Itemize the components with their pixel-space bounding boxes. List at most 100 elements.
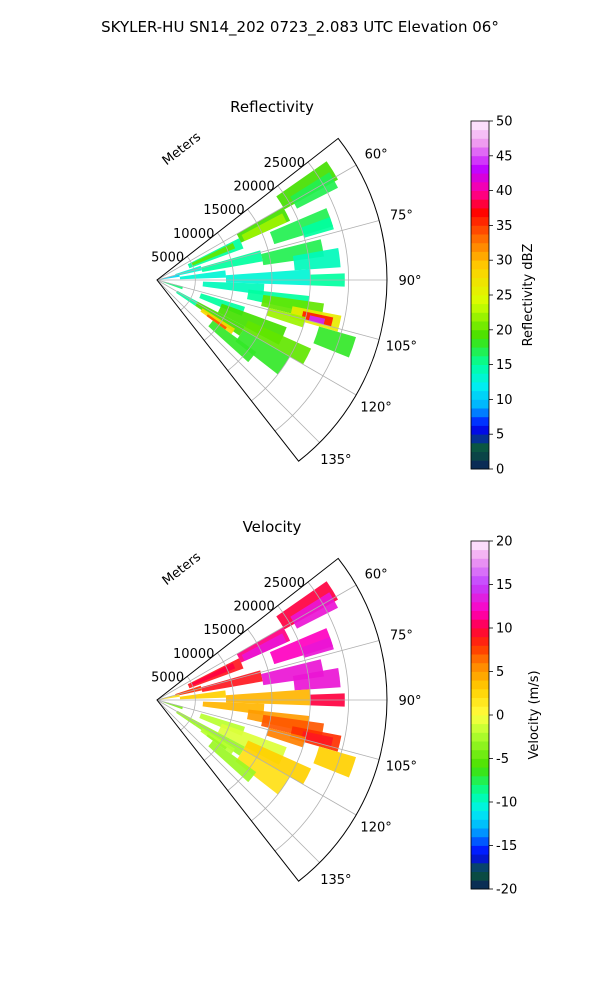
reflectivity-echo-cell [290,172,338,209]
reflectivity-range-ring [203,232,235,341]
reflectivity-echo-cell [301,217,334,238]
velocity-colorbar-segment [471,541,489,551]
reflectivity-colorbar-segment [471,216,489,226]
velocity-radial-label: Meters [160,550,204,589]
reflectivity-colorbar-tick-label: 0 [496,463,504,478]
reflectivity-panel: Reflectivity Meters 5000 10000 15000 20000 2… [151,98,536,478]
velocity-grid [156,581,387,863]
reflectivity-colorbar-segment [471,129,489,139]
velocity-colorbar: -20 -15 -10 -5 0 5 10 15 20 [470,535,517,898]
reflectivity-colorbar-segment [471,147,489,157]
reflectivity-echo-cell [269,208,333,245]
reflectivity-title: Reflectivity [230,98,314,116]
reflectivity-colorbar-segment [471,155,489,165]
velocity-colorbar-segment [471,654,489,664]
reflectivity-radial-tick-label: 20000 [233,180,274,195]
velocity-azimuth-spoke [156,699,357,816]
reflectivity-echo-cell [225,269,311,286]
reflectivity-azimuth-tick-label: 75° [390,209,413,224]
reflectivity-radial-ticks: 5000 10000 15000 20000 25000 [151,156,305,265]
velocity-azimuth-tick-label: 105° [386,760,417,775]
reflectivity-grid [156,161,387,443]
reflectivity-colorbar-tick-label: 40 [496,184,513,199]
reflectivity-colorbar-segment [471,312,489,322]
reflectivity-frame [156,137,388,462]
velocity-colorbar-segment [471,854,489,864]
reflectivity-echo-cell [179,270,226,280]
velocity-colorbar-tick-label: -15 [496,839,517,854]
reflectivity-colorbar-segment [471,199,489,209]
reflectivity-colorbar-segment [471,138,489,148]
velocity-azimuth-tick-label: 60° [365,568,388,583]
reflectivity-colorbar-segment [471,408,489,418]
velocity-echo-cell [179,690,226,700]
reflectivity-colorbar-segment [471,390,489,400]
reflectivity-echo-cell [313,326,356,358]
reflectivity-colorbar-segment [471,190,489,200]
reflectivity-colorbar-segment [471,425,489,435]
velocity-echo-cell [162,701,183,710]
reflectivity-radial-tick-label: 25000 [264,156,305,171]
reflectivity-echo-cell [308,315,326,325]
reflectivity-range-ring [274,161,349,432]
velocity-colorbar-segment [471,688,489,698]
reflectivity-colorbar-segment [471,181,489,191]
reflectivity-colorbar-segment [471,303,489,313]
velocity-colorbar-tick-label: 0 [496,709,504,724]
reflectivity-colorbar-segment [471,234,489,244]
reflectivity-colorbar-segment [471,451,489,461]
velocity-colorbar-tick-label: 5 [496,665,504,680]
velocity-azimuth-spoke [156,699,380,760]
reflectivity-colorbar-segment [471,434,489,444]
reflectivity-colorbar-tick-label: 20 [496,323,513,338]
velocity-radial-ticks: 5000 10000 15000 20000 25000 [151,576,305,685]
velocity-echo-cell [195,721,245,756]
velocity-azimuth-spoke [156,584,357,701]
velocity-echo-cell [225,689,311,706]
reflectivity-echo-cell [206,314,227,330]
reflectivity-colorbar-tick-label: 25 [496,289,513,304]
velocity-radial-tick-label: 5000 [151,670,184,685]
reflectivity-range-ring [251,185,311,402]
reflectivity-radial-tick-label: 15000 [203,203,244,218]
velocity-radial-tick-label: 15000 [203,623,244,638]
reflectivity-colorbar-segment [471,173,489,183]
reflectivity-colorbar-segment [471,295,489,305]
velocity-echo-cell [266,727,306,748]
velocity-echo-cell [235,749,290,795]
reflectivity-radial-tick-label: 5000 [151,250,184,265]
reflectivity-echo-cell [266,307,306,328]
velocity-colorbar-tick-label: -5 [496,752,509,767]
velocity-radial-tick-label: 25000 [264,576,305,591]
velocity-range-ring [180,676,196,731]
velocity-echo-cell [191,663,236,686]
reflectivity-colorbar-segment [471,442,489,452]
reflectivity-echo-cell [208,320,257,363]
velocity-colorbar-tick-label: 20 [496,535,513,550]
velocity-colorbar-segment [471,819,489,829]
velocity-echo-cell [160,694,180,700]
velocity-colorbar-segment [471,880,489,890]
reflectivity-echo-cell [162,281,183,290]
reflectivity-colorbar-segment [471,277,489,287]
reflectivity-colorbar-tick-label: 50 [496,115,513,130]
velocity-colorbar-segment [471,810,489,820]
velocity-frame [156,557,388,882]
velocity-colorbar-segment [471,619,489,629]
reflectivity-echo-cell [195,301,245,336]
reflectivity-colorbar-segment [471,164,489,174]
reflectivity-colorbar-segment [471,268,489,278]
velocity-echo-cell [206,734,227,750]
reflectivity-range-ring [180,256,196,311]
reflectivity-colorbar-tick-label: 45 [496,149,513,164]
velocity-sector-outline [156,557,388,882]
reflectivity-echo-cell [292,248,341,271]
velocity-echo-cell [269,628,333,665]
velocity-panel: Velocity Meters 5000 10000 15000 20000 25000… [151,518,542,898]
reflectivity-colorbar-segment [471,225,489,235]
reflectivity-azimuth-ticks: 60° 75° 90° 105° 120° 135° [320,148,421,468]
velocity-echo-cell [313,746,356,778]
velocity-azimuth-ticks: 60° 75° 90° 105° 120° 135° [320,568,421,888]
velocity-colorbar-segment [471,749,489,759]
